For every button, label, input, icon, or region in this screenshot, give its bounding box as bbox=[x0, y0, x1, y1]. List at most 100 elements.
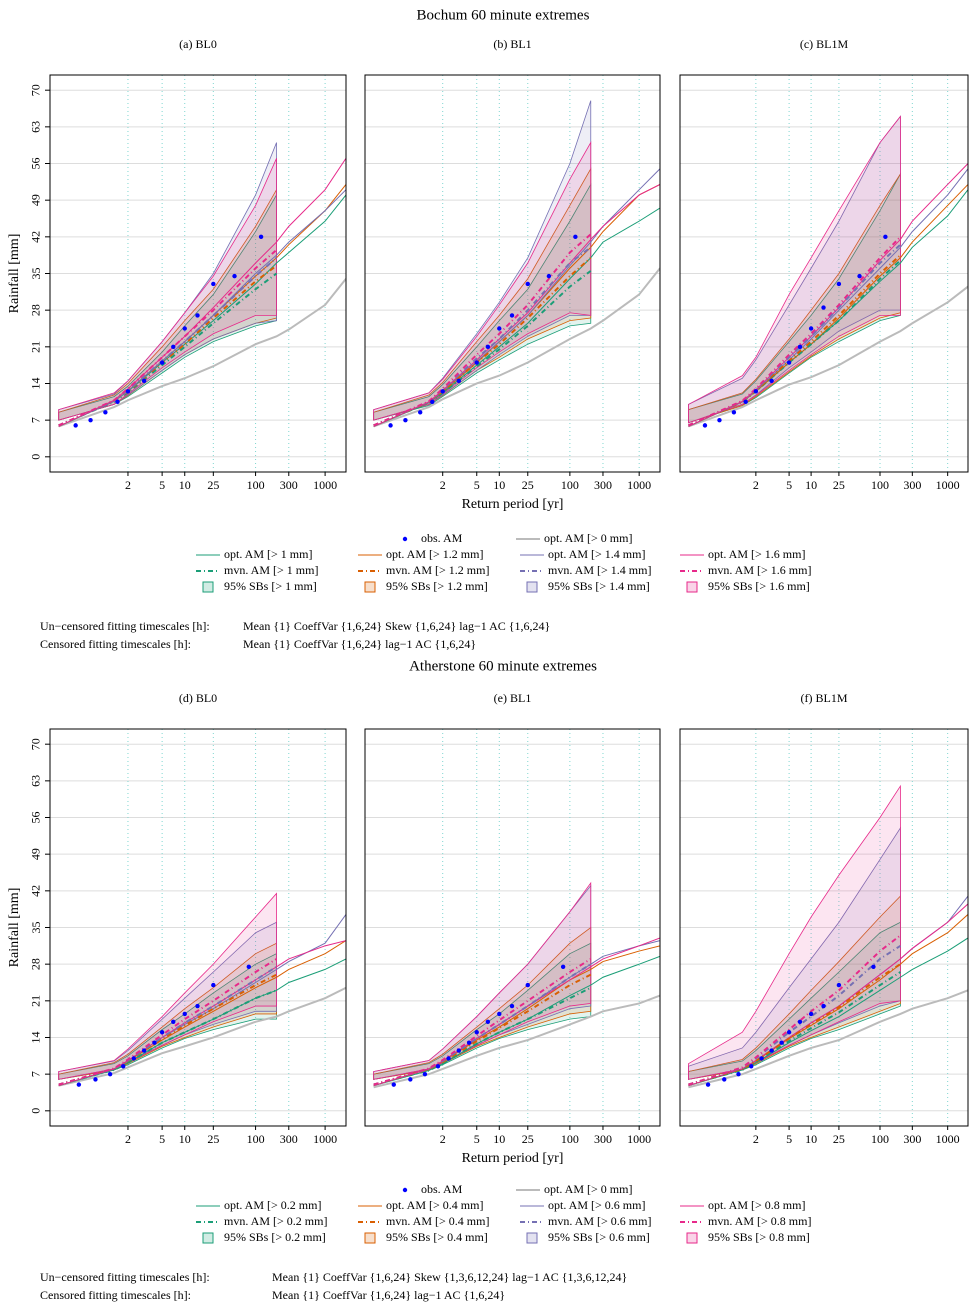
legend-label: mvn. AM [> 1.4 mm] bbox=[548, 563, 651, 577]
plot-area bbox=[373, 881, 660, 1089]
obs-point bbox=[435, 1064, 441, 1069]
plot-area bbox=[688, 784, 968, 1089]
legend-symbol bbox=[364, 1232, 376, 1244]
opt-line bbox=[373, 994, 660, 1089]
mvn-line bbox=[688, 944, 901, 1086]
legend-label: mvn. AM [> 1.6 mm] bbox=[708, 563, 811, 577]
legend-label: opt. AM [> 0.8 mm] bbox=[708, 1198, 805, 1212]
x-tick-label: 5 bbox=[474, 478, 480, 492]
x-tick-label: 25 bbox=[207, 478, 219, 492]
y-tick-label: 0 bbox=[29, 454, 43, 460]
obs-point bbox=[152, 1040, 157, 1045]
obs-point bbox=[883, 234, 888, 240]
plot-area bbox=[58, 142, 346, 428]
obs-point bbox=[474, 360, 479, 365]
obs-point bbox=[474, 1030, 479, 1035]
obs-point bbox=[808, 326, 814, 331]
obs-point bbox=[171, 344, 176, 350]
opt-line bbox=[373, 168, 660, 427]
obs-point bbox=[821, 305, 826, 310]
section-title: Bochum 60 minute extremes bbox=[417, 7, 590, 23]
y-axis-label: Rainfall [mm] bbox=[7, 234, 22, 314]
note-label: Censored fitting timescales [h]: bbox=[40, 1288, 191, 1302]
obs-point bbox=[103, 410, 108, 415]
obs-point bbox=[779, 1040, 784, 1045]
x-tick-label: 2 bbox=[440, 1132, 446, 1146]
y-tick-label: 63 bbox=[29, 121, 43, 133]
y-tick-label: 56 bbox=[29, 812, 43, 824]
obs-point bbox=[546, 273, 552, 279]
plot-area bbox=[58, 892, 346, 1087]
y-tick-label: 49 bbox=[29, 194, 43, 206]
obs-point bbox=[456, 1048, 462, 1053]
x-tick-label: 2 bbox=[440, 478, 446, 492]
legend-symbol bbox=[402, 1187, 408, 1193]
plot-frame bbox=[364, 74, 661, 473]
x-tick-label: 5 bbox=[159, 478, 165, 492]
legend-label: mvn. AM [> 1.2 mm] bbox=[386, 563, 489, 577]
x-tick-label: 300 bbox=[903, 1132, 921, 1146]
x-axis-label: Return period [yr] bbox=[462, 1151, 564, 1166]
obs-point bbox=[211, 982, 216, 988]
legend-symbol bbox=[686, 1232, 698, 1244]
legend-label: 95% SBs [> 1 mm] bbox=[224, 579, 317, 593]
x-tick-label: 1000 bbox=[627, 1132, 651, 1146]
legend-label: mvn. AM [> 0.4 mm] bbox=[386, 1214, 489, 1228]
x-tick-label: 300 bbox=[903, 478, 921, 492]
obs-point bbox=[440, 389, 445, 394]
legend-label: obs. AM bbox=[421, 1182, 463, 1196]
x-tick-label: 10 bbox=[179, 1132, 191, 1146]
confidence-band bbox=[688, 784, 901, 1080]
confidence-band bbox=[58, 158, 277, 421]
x-tick-label: 2 bbox=[125, 1132, 131, 1146]
mvn-line bbox=[373, 958, 592, 1086]
y-tick-label: 70 bbox=[29, 738, 43, 750]
x-tick-label: 25 bbox=[522, 478, 534, 492]
mvn-line bbox=[688, 971, 901, 1086]
section-title: Atherstone 60 minute extremes bbox=[409, 658, 597, 674]
mvn-line bbox=[688, 236, 902, 427]
obs-point bbox=[497, 326, 502, 331]
legend-symbol bbox=[364, 581, 376, 593]
obs-point bbox=[115, 399, 120, 405]
obs-point bbox=[731, 410, 737, 415]
y-tick-label: 7 bbox=[29, 1071, 43, 1077]
y-tick-label: 7 bbox=[29, 417, 43, 423]
mvn-line bbox=[58, 958, 278, 1086]
obs-point bbox=[485, 344, 491, 350]
legend-symbol bbox=[202, 581, 214, 593]
x-tick-label: 300 bbox=[280, 478, 298, 492]
obs-point bbox=[509, 1003, 515, 1009]
obs-point bbox=[73, 423, 78, 428]
x-tick-label: 100 bbox=[871, 478, 889, 492]
opt-line bbox=[58, 278, 346, 428]
x-tick-label: 100 bbox=[561, 1132, 579, 1146]
note-text: Mean {1} CoeffVar {1,6,24} Skew {1,3,6,1… bbox=[272, 1270, 627, 1284]
legend-symbol bbox=[402, 536, 408, 542]
panel-title: (a) BL0 bbox=[179, 37, 217, 51]
x-tick-label: 100 bbox=[247, 478, 265, 492]
plot-area bbox=[688, 115, 968, 428]
legend-symbol bbox=[202, 1232, 214, 1244]
obs-point bbox=[131, 1056, 137, 1061]
obs-point bbox=[749, 1064, 754, 1069]
legend-symbol bbox=[526, 1232, 538, 1244]
obs-point bbox=[159, 360, 165, 365]
x-tick-label: 1000 bbox=[627, 478, 651, 492]
obs-point bbox=[93, 1077, 98, 1082]
panel-title: (e) BL1 bbox=[494, 691, 532, 705]
obs-point bbox=[388, 423, 393, 428]
obs-point bbox=[509, 313, 515, 318]
obs-point bbox=[76, 1082, 82, 1087]
y-tick-label: 49 bbox=[29, 848, 43, 860]
obs-point bbox=[560, 964, 566, 969]
legend-symbol bbox=[526, 581, 538, 593]
confidence-band bbox=[688, 115, 901, 424]
obs-point bbox=[753, 389, 759, 394]
obs-point bbox=[422, 1071, 428, 1077]
x-tick-label: 10 bbox=[805, 1132, 817, 1146]
panel-title: (d) BL0 bbox=[179, 691, 217, 705]
note-text: Mean {1} CoeffVar {1,6,24} lag−1 AC {1,6… bbox=[243, 637, 476, 651]
obs-point bbox=[702, 423, 708, 428]
legend-label: 95% SBs [> 1.4 mm] bbox=[548, 579, 650, 593]
